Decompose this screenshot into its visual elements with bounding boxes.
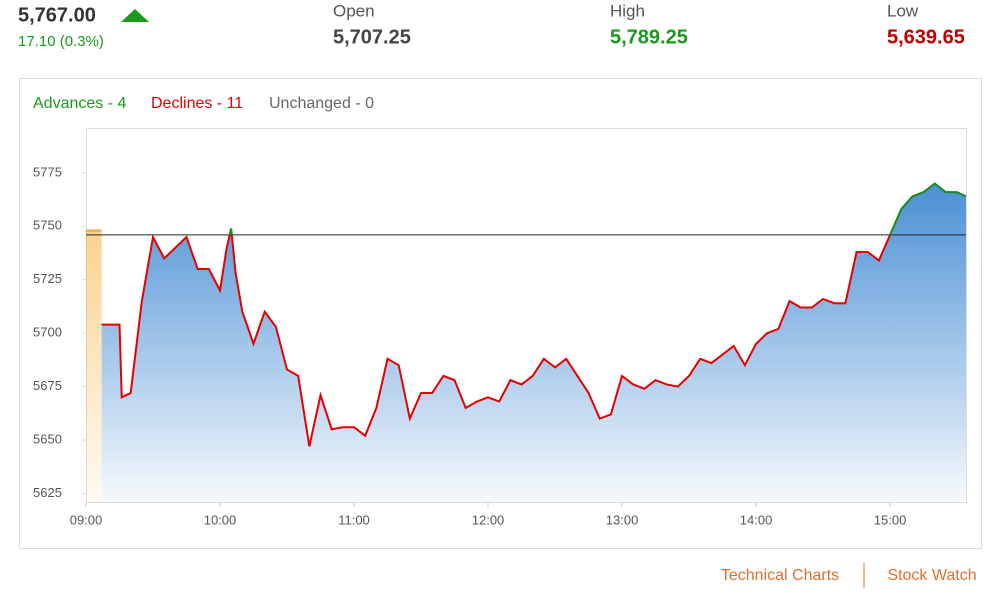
price: 5,767.00: [18, 4, 96, 26]
x-tick-label: 10:00: [204, 512, 237, 527]
stat-label: High: [610, 1, 645, 20]
stat-label: Open: [333, 1, 375, 20]
x-tick-label: 15:00: [874, 512, 907, 527]
y-tick-label: 5750: [33, 218, 62, 233]
link[interactable]: Technical Charts: [721, 567, 839, 584]
plot: 5625 5650 5675 5700 5725 5750 5775 09:00 10:00 11…: [33, 164, 967, 527]
change: 17.10 (0.3%): [18, 33, 104, 50]
stat-value: 5,639.65: [887, 26, 965, 48]
advances: Advances - 4: [33, 95, 126, 112]
stat-label: Low: [887, 1, 919, 20]
up-arrow: [121, 9, 149, 22]
stat-value: 5,707.25: [333, 26, 411, 48]
y-tick-label: 5625: [33, 485, 62, 500]
x-tick-label: 12:00: [472, 512, 505, 527]
area: [101, 183, 966, 502]
x-tick-label: 13:00: [606, 512, 639, 527]
chart-box: [19, 78, 982, 549]
y-tick-label: 5700: [33, 325, 62, 340]
x-tick-label: 11:00: [338, 512, 370, 527]
link[interactable]: Stock Watch: [887, 567, 976, 584]
x-tick-label: 14:00: [740, 512, 773, 527]
y-tick-label: 5775: [33, 164, 62, 179]
x-tick-label: 09:00: [70, 512, 103, 527]
stat-value: 5,789.25: [610, 26, 688, 48]
y-tick-label: 5725: [33, 271, 62, 286]
line-below: [101, 234, 892, 447]
pre-open-area: [86, 230, 102, 502]
declines: Declines - 11: [151, 95, 243, 112]
unchanged: Unchanged - 0: [269, 95, 374, 112]
y-tick-label: 5675: [33, 378, 62, 393]
y-tick-label: 5650: [33, 431, 62, 446]
